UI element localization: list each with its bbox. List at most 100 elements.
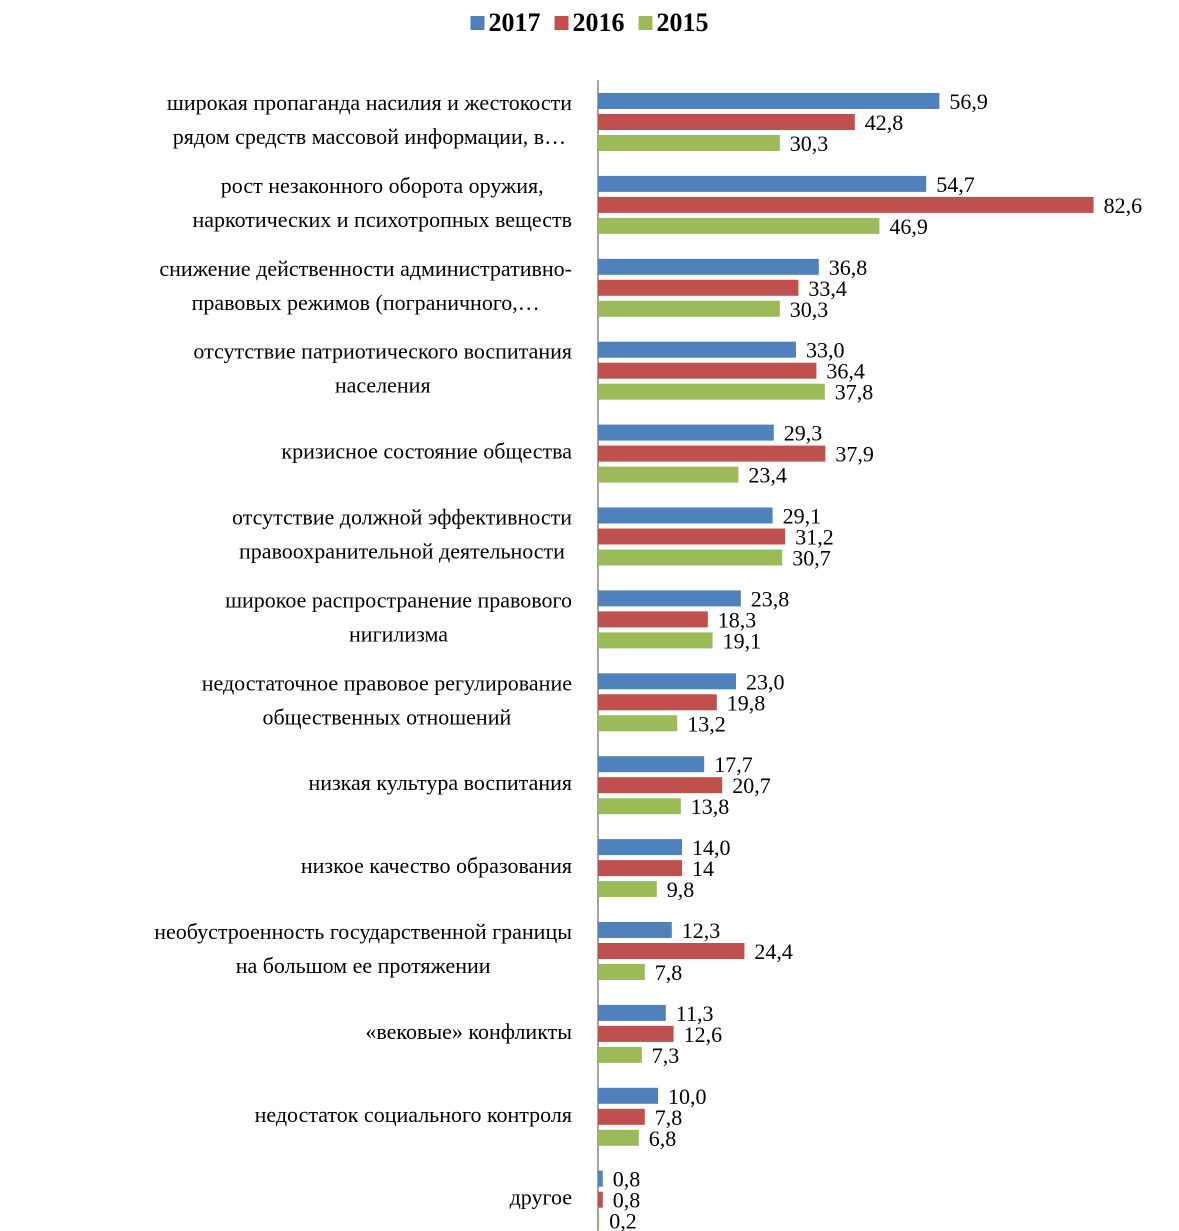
bar — [598, 424, 774, 441]
bar — [598, 964, 645, 980]
value-label: 13,8 — [691, 794, 730, 819]
bar — [598, 1025, 674, 1042]
value-label: 56,9 — [949, 89, 988, 114]
value-label: 7,3 — [652, 1043, 680, 1068]
bar — [598, 1004, 666, 1021]
bar — [598, 1170, 603, 1187]
bar — [598, 445, 826, 462]
value-label: 30,3 — [790, 297, 829, 322]
legend-label: 2016 — [573, 8, 625, 37]
bar — [598, 341, 796, 358]
value-label: 37,8 — [835, 380, 874, 405]
bar — [598, 114, 855, 130]
value-label: 0,8 — [613, 1188, 641, 1213]
legend-label: 2017 — [489, 8, 541, 37]
value-label: 18,3 — [718, 607, 757, 632]
bar — [598, 362, 817, 379]
value-label: 37,9 — [835, 442, 874, 467]
value-label: 9,8 — [667, 877, 695, 902]
category-label: необустроенность государственной границы… — [154, 919, 572, 978]
legend-item: 2016 — [554, 8, 625, 37]
bar — [598, 549, 783, 566]
bar — [598, 1108, 645, 1125]
category-label: отсутствие должной эффективности правоохр… — [232, 505, 572, 564]
legend: 2017 2016 2015 — [470, 8, 709, 37]
bar — [598, 279, 799, 296]
value-label: 19,1 — [723, 628, 762, 653]
category-label: недостаток социального контроля — [255, 1102, 572, 1127]
bar — [598, 258, 819, 275]
value-label: 14,0 — [692, 835, 731, 860]
value-label: 82,6 — [1104, 193, 1143, 218]
bar — [598, 1129, 639, 1146]
value-label: 36,4 — [826, 359, 865, 384]
category-label: кризисное состояние общества — [281, 439, 572, 464]
category-label: широкая пропаганда насилия и жестокости р… — [167, 90, 572, 149]
legend-item: 2017 — [470, 8, 541, 37]
bar — [598, 881, 657, 898]
bar — [598, 175, 927, 192]
value-label: 29,1 — [783, 504, 822, 529]
value-label: 46,9 — [889, 214, 928, 239]
value-label: 24,4 — [754, 939, 793, 964]
bar — [598, 590, 741, 607]
bar — [598, 507, 773, 524]
value-label: 12,3 — [682, 918, 721, 943]
legend-swatch — [470, 16, 485, 30]
bar — [598, 777, 723, 794]
value-label: 0,8 — [613, 1167, 641, 1192]
category-label: «вековые» конфликты — [365, 1019, 572, 1044]
category-label: низкая культура воспитания — [308, 770, 572, 795]
value-label: 33,0 — [806, 338, 845, 363]
value-label: 23,0 — [746, 669, 785, 694]
bar — [598, 922, 672, 938]
bar — [598, 860, 682, 877]
bar — [598, 1046, 642, 1063]
bar — [598, 300, 780, 317]
bar — [598, 632, 713, 649]
bar — [598, 694, 717, 711]
value-label: 7,8 — [655, 1105, 683, 1130]
bar — [598, 196, 1094, 213]
value-label: 0,2 — [609, 1209, 637, 1231]
bar — [598, 528, 786, 545]
category-label: рост незаконного оборота оружия, наркотич… — [192, 173, 572, 232]
bar — [598, 839, 682, 856]
value-label: 11,3 — [676, 1001, 714, 1026]
bar — [598, 756, 705, 773]
value-label: 20,7 — [732, 773, 771, 798]
value-label: 31,2 — [795, 525, 834, 550]
category-label: другое — [510, 1185, 572, 1210]
value-label: 10,0 — [668, 1084, 707, 1109]
bar — [598, 1087, 658, 1104]
legend-item: 2015 — [638, 8, 709, 37]
bar — [598, 383, 825, 400]
value-label: 13,2 — [687, 711, 726, 736]
legend-label: 2015 — [657, 8, 709, 37]
value-label: 36,8 — [829, 255, 868, 280]
bar — [598, 715, 678, 732]
bar — [598, 1212, 600, 1229]
bar — [598, 93, 940, 109]
value-label: 6,8 — [649, 1126, 677, 1151]
value-label: 14 — [692, 856, 714, 881]
value-label: 17,7 — [714, 752, 753, 777]
value-label: 19,8 — [727, 690, 766, 715]
value-label: 29,3 — [784, 421, 823, 446]
bar — [598, 673, 736, 690]
value-label: 23,4 — [748, 463, 787, 488]
category-label: отсутствие патриотического воспитания нас… — [193, 339, 572, 398]
value-label: 23,8 — [751, 586, 790, 611]
category-label: низкое качество образования — [301, 853, 572, 878]
bar — [598, 135, 780, 151]
value-label: 12,6 — [684, 1022, 723, 1047]
value-label: 54,7 — [936, 172, 975, 197]
bar — [598, 943, 745, 959]
bar — [598, 611, 708, 628]
value-label: 30,3 — [790, 131, 829, 156]
bar — [598, 217, 880, 234]
bar — [598, 1191, 603, 1208]
legend-swatch — [554, 16, 569, 30]
value-label: 42,8 — [865, 110, 904, 135]
